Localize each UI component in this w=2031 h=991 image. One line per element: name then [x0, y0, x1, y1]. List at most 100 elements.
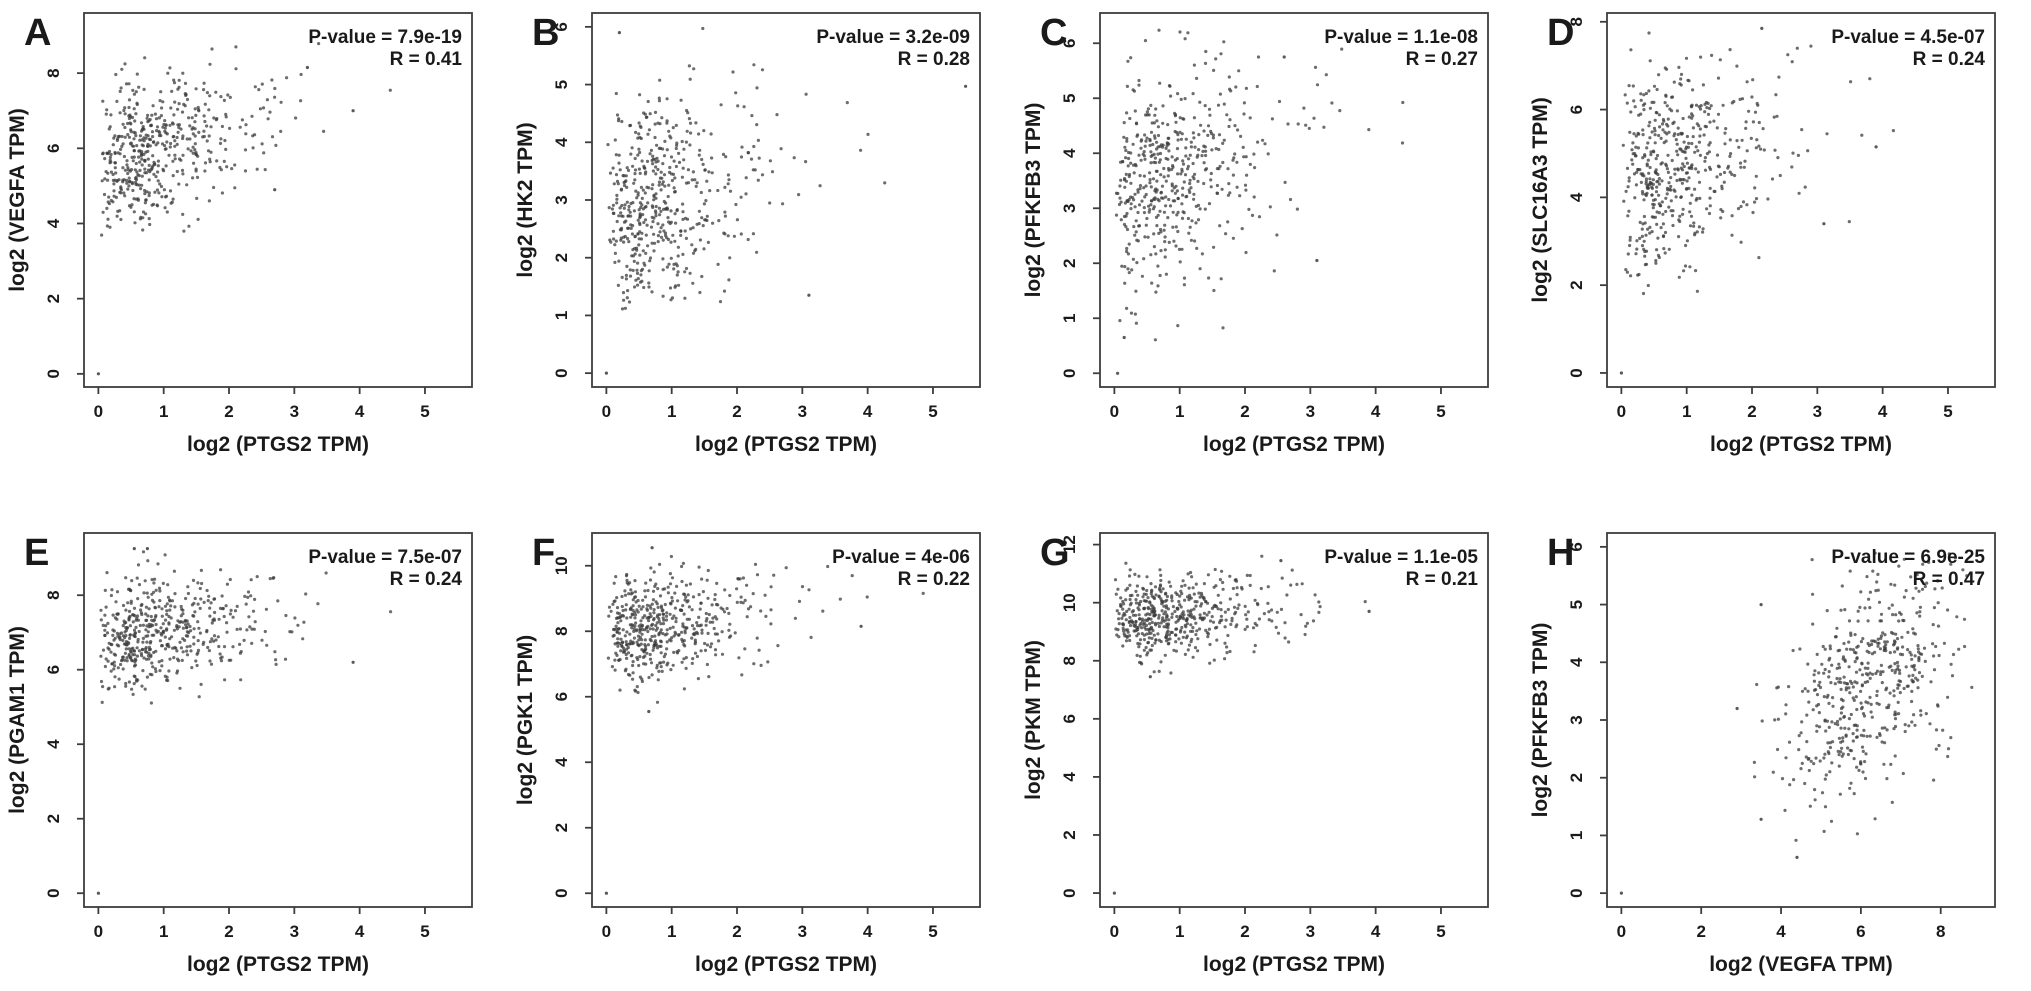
data-point	[1178, 260, 1182, 264]
data-point	[145, 650, 149, 654]
data-point	[1744, 120, 1748, 124]
data-point	[106, 178, 110, 182]
data-point	[163, 147, 167, 151]
data-point	[141, 210, 146, 214]
data-point	[645, 201, 650, 205]
data-point	[169, 615, 173, 620]
data-point	[668, 136, 673, 140]
data-point	[712, 626, 716, 630]
data-point	[104, 656, 108, 661]
data-point	[1728, 154, 1732, 158]
data-point	[691, 251, 695, 255]
data-point	[152, 590, 156, 594]
data-point	[101, 210, 105, 214]
data-point	[141, 549, 146, 553]
data-point	[1842, 641, 1846, 645]
data-point	[1704, 156, 1708, 160]
data-point	[1175, 172, 1179, 176]
data-point	[1197, 100, 1201, 104]
data-point	[1132, 572, 1136, 576]
data-point	[631, 623, 635, 627]
data-point	[1207, 627, 1211, 631]
data-point	[1849, 781, 1853, 785]
data-point	[647, 285, 651, 289]
data-point	[1188, 153, 1192, 157]
data-point	[669, 667, 673, 671]
data-point	[1773, 717, 1777, 721]
data-point	[1124, 306, 1128, 310]
data-point	[132, 612, 136, 617]
data-point	[1300, 581, 1304, 585]
data-point	[1290, 568, 1294, 572]
data-point	[1127, 619, 1131, 623]
data-point	[1828, 643, 1833, 648]
data-point	[1160, 121, 1164, 125]
data-point	[151, 164, 155, 168]
data-point	[769, 621, 773, 625]
data-point	[1206, 631, 1210, 635]
data-point	[138, 623, 142, 627]
data-point	[188, 624, 192, 628]
data-point	[1737, 207, 1741, 211]
data-point	[203, 102, 207, 106]
data-point	[1205, 133, 1209, 137]
data-point	[617, 641, 622, 645]
data-point	[838, 597, 842, 601]
data-point	[1750, 95, 1754, 99]
data-point	[1703, 124, 1708, 128]
data-point	[655, 156, 659, 160]
data-point	[1961, 567, 1965, 571]
data-point	[1850, 748, 1854, 752]
data-point	[248, 624, 252, 628]
data-point	[1671, 209, 1675, 213]
data-point	[194, 113, 198, 117]
data-point	[131, 619, 135, 623]
data-point	[636, 243, 641, 247]
data-point	[1144, 216, 1148, 221]
data-point	[145, 190, 149, 194]
data-point	[120, 67, 124, 71]
data-point	[1158, 273, 1162, 278]
data-point	[1892, 693, 1896, 697]
data-point	[172, 628, 176, 632]
data-point	[640, 279, 644, 283]
data-point	[627, 632, 632, 636]
panel-letter: E	[24, 532, 49, 574]
data-point	[667, 165, 672, 170]
data-point	[1164, 598, 1168, 602]
x-tick-label: 5	[420, 922, 429, 941]
data-point	[1653, 198, 1658, 202]
data-point	[1676, 167, 1680, 171]
data-point	[1192, 63, 1196, 67]
data-point	[1664, 230, 1668, 235]
data-point	[1188, 570, 1192, 574]
data-point	[675, 273, 679, 277]
data-point	[1129, 311, 1133, 315]
data-point	[163, 618, 168, 622]
data-point	[222, 644, 227, 648]
data-point	[1806, 689, 1810, 693]
data-point	[1627, 84, 1631, 88]
data-point	[1174, 614, 1178, 618]
data-point	[1114, 191, 1118, 195]
data-point	[618, 657, 622, 661]
data-point	[757, 156, 761, 160]
data-point	[1875, 689, 1880, 693]
data-point	[1687, 145, 1691, 149]
data-point	[1893, 583, 1897, 587]
data-point	[1845, 647, 1849, 651]
data-point	[163, 674, 167, 678]
data-point	[1900, 635, 1904, 639]
data-point	[124, 642, 128, 646]
data-point	[1170, 225, 1174, 229]
data-point	[1150, 643, 1154, 647]
data-point	[1159, 143, 1163, 147]
data-point	[636, 191, 640, 195]
data-point	[631, 268, 635, 272]
data-point	[1173, 590, 1177, 594]
data-point	[1671, 223, 1675, 228]
data-point	[1126, 156, 1130, 161]
data-point	[147, 178, 151, 182]
data-point	[1881, 669, 1885, 673]
data-point	[142, 152, 146, 156]
